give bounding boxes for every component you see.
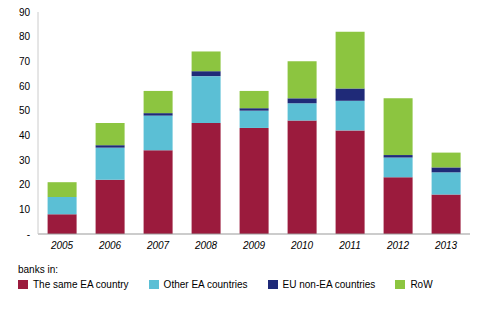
svg-text:2010: 2010 (290, 240, 314, 251)
html-text:Other EA countries: Other EA countries (163, 279, 248, 290)
svg-text:10: 10 (19, 204, 31, 215)
svg-text:60: 60 (19, 81, 31, 92)
svg-text:50: 50 (19, 105, 31, 116)
svg-text:2006: 2006 (98, 240, 122, 251)
html-text:EU non-EA countries: EU non-EA countries (282, 279, 376, 290)
svg-text:2013: 2013 (434, 240, 458, 251)
svg-text:2011: 2011 (338, 240, 361, 251)
svg-text:2008: 2008 (194, 240, 218, 251)
svg-text:80: 80 (19, 31, 31, 42)
svg-text:2012: 2012 (386, 240, 410, 251)
html-text:RoW: RoW (410, 279, 433, 290)
svg-text:2005: 2005 (50, 240, 74, 251)
svg-text:-: - (27, 229, 30, 240)
html-text:The same EA country: The same EA country (33, 279, 129, 290)
svg-text:40: 40 (19, 130, 31, 141)
svg-text:2009: 2009 (242, 240, 266, 251)
svg-text:20: 20 (19, 179, 31, 190)
svg-text:70: 70 (19, 56, 31, 67)
svg-text:90: 90 (19, 7, 31, 18)
svg-text:2007: 2007 (146, 240, 170, 251)
html-text:banks in:: banks in: (18, 264, 58, 275)
svg-text:30: 30 (19, 155, 31, 166)
